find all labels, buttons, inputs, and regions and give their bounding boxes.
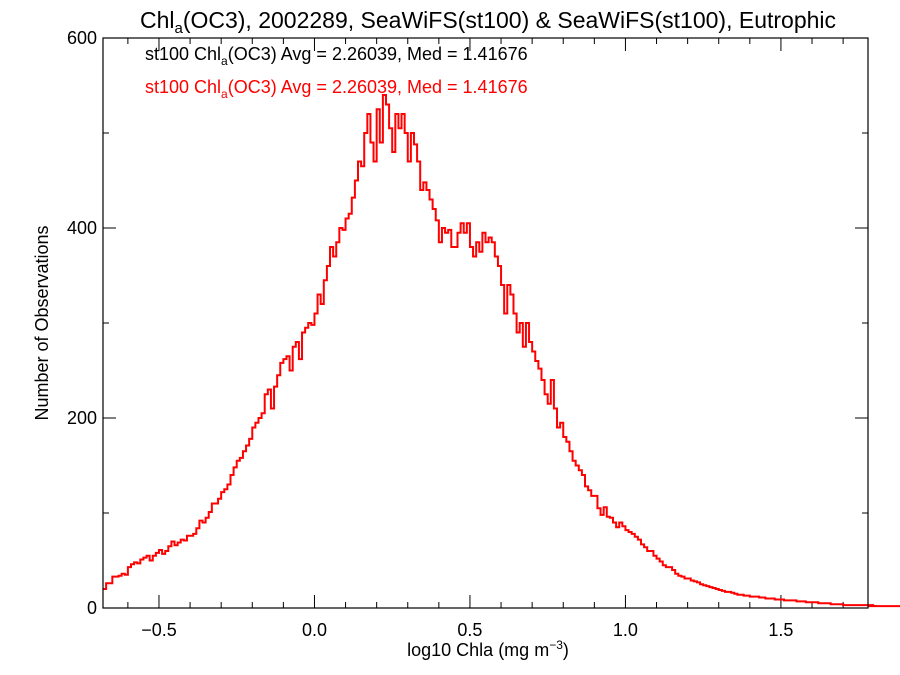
histogram-series-1 [103,94,900,608]
y-tick-label: 600 [67,28,97,48]
x-tick-label: 1.0 [613,620,638,640]
x-axis-label: log10 Chla (mg m−3) [407,638,569,660]
legend-entry-2: st100 Chla(OC3) Avg = 2.26039, Med = 1.4… [145,77,528,101]
tick-labels: −0.5 0.0 0.5 1.0 1.5 0 200 400 600 [67,28,793,640]
x-tick-label: 0.0 [302,620,327,640]
x-tick-label: −0.5 [141,620,177,640]
tick-marks [103,37,868,609]
plot-frame [102,37,869,609]
x-tick-label: 1.5 [768,620,793,640]
series-layer [103,94,900,608]
y-tick-label: 0 [87,598,97,618]
x-tick-label: 0.5 [457,620,482,640]
y-tick-label: 200 [67,408,97,428]
legend: st100 Chla(OC3) Avg = 2.26039, Med = 1.4… [145,44,528,101]
chart-title: Chla(OC3), 2002289, SeaWiFS(st100) & Sea… [140,7,836,37]
y-axis-label: Number of Observations [32,225,52,420]
y-tick-label: 400 [67,218,97,238]
legend-entry-1: st100 Chla(OC3) Avg = 2.26039, Med = 1.4… [145,44,528,68]
